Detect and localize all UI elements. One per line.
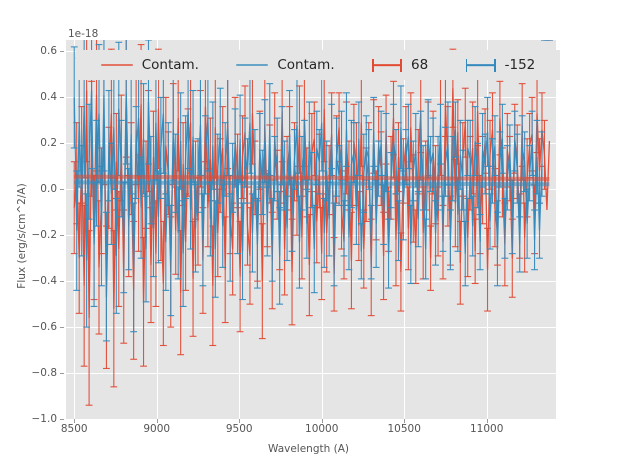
gridline-horizontal <box>66 97 556 99</box>
x-tick-mark <box>74 419 76 423</box>
legend-errorbar-part <box>493 58 496 72</box>
legend-label: 68 <box>411 57 429 73</box>
legend-errorbar-part <box>372 58 374 72</box>
legend-entry-2[interactable]: 68 <box>372 57 428 73</box>
legend-errorbar-swatch <box>465 58 496 72</box>
y-tick-mark <box>60 235 64 237</box>
x-tick-label: 10000 <box>305 423 339 435</box>
y-tick-label: −0.6 <box>31 321 58 334</box>
legend-errorbar-part <box>465 58 468 72</box>
data-series-layer <box>70 40 553 406</box>
legend-errorbar-part <box>400 58 403 72</box>
y-tick-label: 0.0 <box>40 183 57 196</box>
legend-label: Contam. <box>277 57 335 73</box>
legend-entry-0[interactable]: Contam. <box>100 57 199 73</box>
legend-label: Contam. <box>141 57 199 73</box>
y-tick-label: 0.6 <box>40 45 57 58</box>
legend-label: -152 <box>504 57 536 73</box>
y-tick-label: −0.4 <box>31 275 58 288</box>
x-axis-label: Wavelength (A) <box>267 443 349 455</box>
x-tick-mark <box>486 419 488 423</box>
y-tick-mark <box>60 373 64 375</box>
gridline-vertical <box>404 40 406 419</box>
y-tick-mark <box>60 189 64 191</box>
gridline-vertical <box>156 40 158 419</box>
series-contam-red- <box>74 174 550 181</box>
legend-entry-1[interactable]: Contam. <box>236 57 335 73</box>
x-tick-label: 8500 <box>60 423 88 435</box>
x-tick-mark <box>156 419 158 423</box>
gridline-horizontal <box>66 143 556 145</box>
y-tick-label: 0.4 <box>40 91 57 104</box>
x-tick-mark <box>239 419 241 423</box>
gridline-horizontal <box>66 235 556 237</box>
gridline-horizontal <box>66 281 556 283</box>
gridline-horizontal <box>66 373 556 375</box>
y-tick-mark <box>60 419 64 420</box>
x-tick-mark <box>321 419 323 423</box>
x-tick-label: 10500 <box>387 423 421 435</box>
y-tick-mark <box>60 97 64 99</box>
y-tick-label: 0.2 <box>40 137 57 150</box>
y-axis-label: Flux (erg/s/cm^2/A) <box>16 183 28 289</box>
y-tick-mark <box>60 143 64 145</box>
x-tick-label: 9000 <box>143 423 171 435</box>
y-tick-label: −0.8 <box>31 367 58 380</box>
y-axis-offset-text: 1e-18 <box>68 28 99 40</box>
legend-line-swatch <box>236 63 269 67</box>
y-tick-label: −1.0 <box>31 413 58 425</box>
y-tick-mark <box>60 51 64 53</box>
x-tick-mark <box>404 419 406 423</box>
y-tick-mark <box>60 281 64 283</box>
y-tick-label: −0.2 <box>31 229 58 242</box>
x-tick-label: 9500 <box>225 423 253 435</box>
legend-errorbar-part <box>372 64 403 66</box>
legend-entry-3[interactable]: -152 <box>465 57 536 73</box>
series-contam-blue- <box>74 180 550 187</box>
legend-errorbar-part <box>465 64 496 66</box>
legend[interactable]: Contam. Contam. 68 -152 <box>76 50 560 80</box>
legend-line-swatch <box>100 63 133 67</box>
legend-errorbar-swatch <box>372 58 403 72</box>
y-tick-mark <box>60 327 64 329</box>
plot-axes-area <box>66 40 556 419</box>
gridline-horizontal <box>66 327 556 329</box>
x-tick-label: 11000 <box>470 423 504 435</box>
